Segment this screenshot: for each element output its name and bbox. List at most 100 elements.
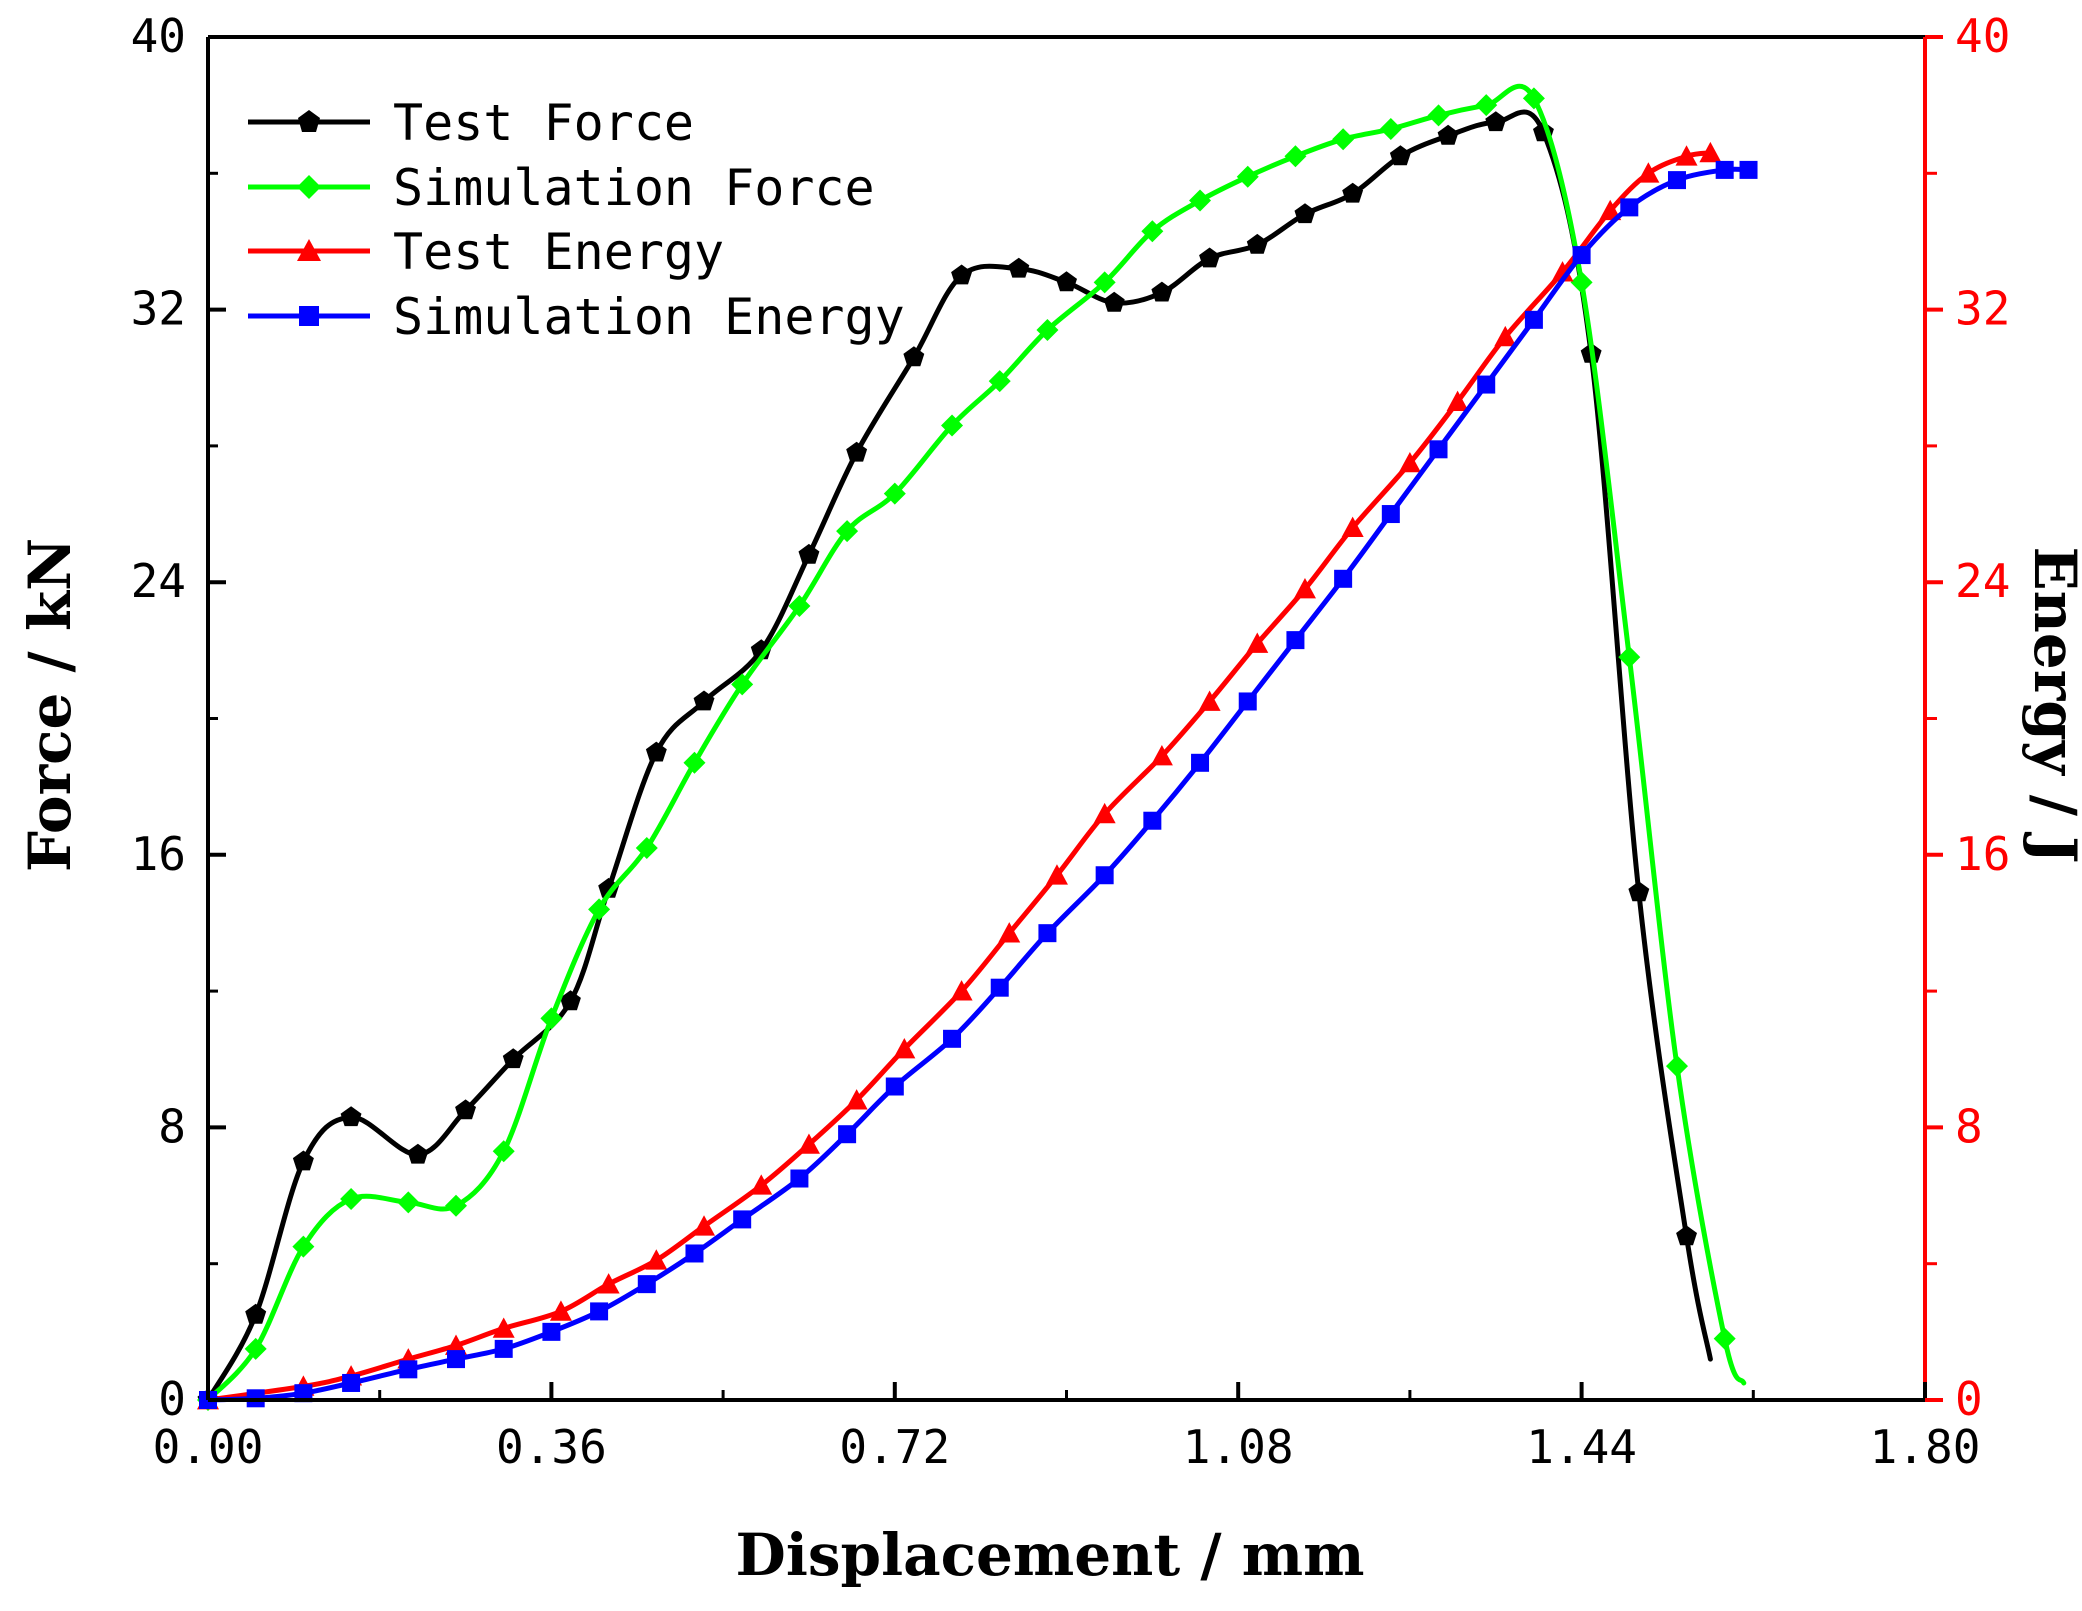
point-simulation-force [836, 520, 859, 543]
point-test-energy [1341, 516, 1364, 538]
y-right-tick-label: 24 [1955, 554, 2010, 608]
point-test-force [1056, 271, 1077, 292]
point-test-energy [1637, 162, 1660, 183]
point-simulation-energy [294, 1384, 313, 1403]
x-tick-label: 0.72 [839, 1420, 950, 1474]
point-simulation-energy [885, 1077, 904, 1096]
point-simulation-force [731, 673, 754, 696]
point-test-energy [1150, 744, 1173, 766]
point-simulation-energy [1334, 569, 1353, 588]
point-test-energy [549, 1300, 572, 1321]
point-simulation-energy [1429, 440, 1448, 459]
point-test-force [693, 690, 715, 711]
point-test-energy [998, 922, 1021, 943]
point-simulation-force [788, 595, 811, 618]
point-test-force [903, 346, 925, 367]
point-test-energy [797, 1133, 820, 1154]
legend-item-test-energy: Test Energy [248, 223, 724, 281]
point-simulation-force [492, 1140, 515, 1163]
point-simulation-force [988, 370, 1011, 393]
point-simulation-energy [1095, 866, 1114, 885]
point-test-force [1485, 111, 1507, 132]
point-test-energy [1093, 802, 1116, 824]
point-simulation-energy [1620, 198, 1639, 217]
legend-item-test-force: Test Force [248, 94, 694, 152]
point-simulation-force [1332, 128, 1355, 151]
point-test-force [340, 1106, 362, 1127]
y-right-tick-label: 32 [1955, 282, 2010, 336]
x-tick-label: 1.44 [1526, 1420, 1637, 1474]
legend-marker-simulation-energy [299, 306, 319, 326]
point-test-energy [597, 1273, 620, 1294]
legend-label-test-energy: Test Energy [393, 223, 724, 281]
point-simulation-force [1141, 220, 1164, 243]
point-simulation-energy [1667, 171, 1686, 190]
point-test-force [1008, 257, 1030, 278]
point-simulation-force [1189, 189, 1212, 212]
series-simulation-energy [199, 160, 1758, 1409]
point-test-energy [893, 1038, 916, 1059]
point-simulation-energy [685, 1244, 704, 1263]
y-right-tick-label: 0 [1955, 1372, 1983, 1426]
point-test-force [1437, 124, 1459, 145]
legend-marker-simulation-force [297, 175, 321, 199]
legend-item-simulation-force: Simulation Force [248, 159, 875, 217]
point-simulation-force [1236, 165, 1259, 188]
legend-marker-test-force [298, 110, 320, 132]
point-simulation-force [883, 482, 906, 505]
point-simulation-energy [733, 1210, 752, 1229]
point-simulation-force [445, 1194, 468, 1217]
point-simulation-energy [399, 1360, 418, 1379]
legend: Test Force Simulation Force Test Energy … [248, 94, 905, 346]
x-tick-label: 0.36 [496, 1420, 607, 1474]
y-left-tick-label: 24 [131, 554, 186, 608]
x-tick-label: 1.80 [1870, 1420, 1981, 1474]
point-test-force [1628, 881, 1650, 902]
point-test-force [1103, 291, 1125, 312]
point-simulation-energy [790, 1169, 809, 1188]
point-simulation-energy [1238, 692, 1257, 711]
point-test-energy [645, 1249, 668, 1270]
point-simulation-energy [1191, 753, 1210, 772]
point-simulation-energy [1038, 924, 1057, 943]
series-layer [197, 83, 1758, 1411]
point-simulation-energy [1143, 811, 1162, 830]
legend-label-simulation-energy: Simulation Energy [393, 288, 905, 346]
point-simulation-force [635, 836, 658, 859]
point-simulation-energy [637, 1275, 656, 1294]
point-simulation-energy [342, 1373, 361, 1392]
y-left-tick-label: 32 [131, 282, 186, 336]
point-simulation-force [1522, 87, 1545, 110]
point-test-force [645, 741, 667, 762]
legend-label-test-force: Test Force [393, 94, 694, 152]
y-axis-left-title: Force / kN [16, 538, 84, 872]
point-simulation-force [397, 1191, 420, 1214]
point-test-energy [1446, 390, 1469, 411]
point-simulation-energy [1715, 160, 1734, 179]
point-test-force [598, 877, 620, 898]
series-simulation-force [197, 83, 1747, 1411]
point-test-force [502, 1048, 524, 1069]
point-simulation-force [1713, 1327, 1736, 1350]
point-simulation-energy [590, 1302, 609, 1321]
point-simulation-force [941, 414, 964, 437]
point-simulation-force [1427, 104, 1450, 127]
point-test-force [798, 543, 820, 564]
point-simulation-energy [838, 1125, 857, 1144]
point-simulation-energy [1572, 246, 1591, 265]
point-simulation-force [340, 1187, 363, 1210]
point-simulation-energy [494, 1339, 513, 1358]
point-simulation-energy [1381, 505, 1400, 524]
ticks-layer: 0.00 0.36 0.72 1.08 1.44 1.800816243240081624… [131, 9, 2011, 1474]
point-test-energy [1494, 325, 1517, 347]
point-simulation-force [1475, 94, 1498, 117]
point-test-energy [950, 980, 973, 1001]
point-test-energy [1198, 690, 1221, 711]
point-test-force [1294, 203, 1316, 224]
y-left-tick-label: 40 [131, 9, 186, 63]
point-simulation-force [244, 1337, 267, 1360]
point-simulation-force [1570, 271, 1593, 294]
point-simulation-energy [447, 1350, 466, 1369]
